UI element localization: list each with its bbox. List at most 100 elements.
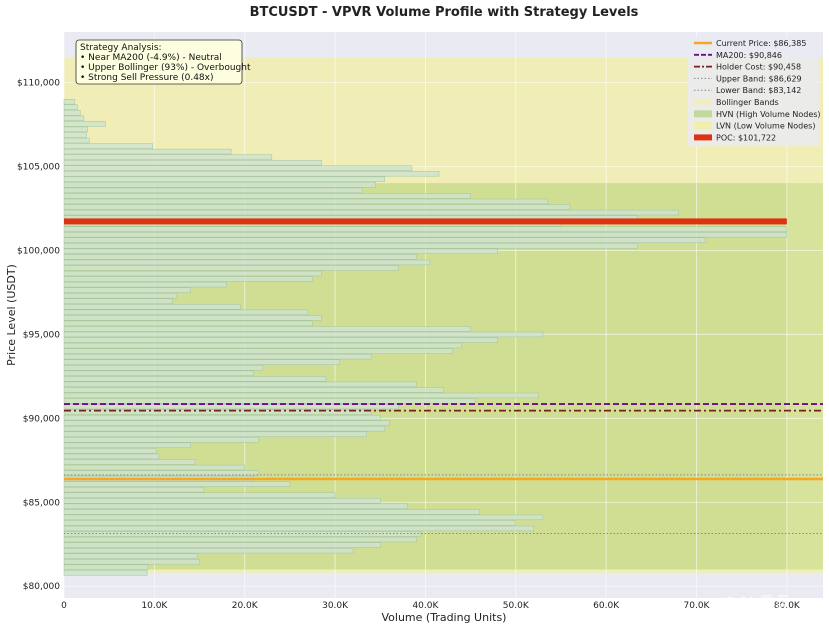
volume-bar-28 [63,414,381,421]
volume-bar-38 [63,359,340,365]
x-tick-label-7: 70.0K [684,601,711,611]
x-tick-label-2: 20.0K [232,601,259,611]
volume-bar-44 [63,326,471,332]
volume-bar-35 [63,376,327,382]
volume-bar-13 [63,498,381,504]
volume-bar-47 [63,309,309,316]
volume-bar-85 [63,99,76,105]
volume-bar-23 [63,442,191,449]
volume-bar-74 [63,159,322,166]
volume-bar-42 [63,337,498,343]
volume-bar-36 [63,370,254,376]
lvn-zone-1 [64,569,823,573]
volume-bar-84 [63,104,78,110]
volume-bar-61 [63,232,788,238]
volume-bar-15 [63,486,205,493]
volume-bar-51 [63,287,191,293]
volume-bar-29 [63,409,372,415]
x-tick-label-4: 40.0K [412,601,439,611]
y-axis-ticks: $80,000 $85,000 $90,000 $95,000 $100,000 $105… [17,78,60,592]
volume-bar-8 [63,525,535,532]
legend-swatch-bollinger [694,98,712,106]
volume-bar-3 [63,553,198,559]
strategy-levels [64,218,823,534]
volume-bar-6 [63,536,417,543]
volume-bar-0 [63,570,148,576]
legend-label-ma200: MA200: $90,846 [716,51,782,60]
legend-label-holder: Holder Cost: $90,458 [716,63,801,72]
y-tick-label-4: $100,000 [17,246,60,256]
y-tick-label-6: $110,000 [17,78,60,88]
y-tick-label-5: $105,000 [17,162,60,172]
legend-label-lower: Lower Band: $83,142 [716,86,801,95]
volume-bar-33 [63,387,444,393]
volume-bar-54 [63,270,322,277]
volume-bar-2 [63,559,200,565]
volume-bar-53 [63,276,313,282]
volume-bar-1 [63,564,149,570]
volume-bar-19 [63,464,245,471]
volume-bar-39 [63,353,372,360]
x-tick-label-1: 10.0K [141,601,168,611]
legend-label-poc: POC: $101,722 [716,133,776,142]
volume-bar-11 [63,509,480,515]
legend: Current Price: $86,385 MA200: $90,846 Hold… [688,36,821,146]
volume-bar-78 [63,137,90,144]
volume-bar-16 [63,481,291,487]
volume-bar-83 [63,110,81,116]
volume-bar-65 [63,209,679,216]
volume-bar-49 [63,298,173,304]
annotation-title: Strategy Analysis: [80,43,162,53]
volume-bar-41 [63,342,462,349]
volume-bar-34 [63,381,417,388]
y-tick-label-3: $95,000 [23,330,60,340]
annotation-line-1: • Near MA200 (-4.9%) - Neutral [80,53,222,63]
volume-bar-24 [63,437,259,443]
volume-bar-25 [63,431,367,437]
volume-bar-73 [63,165,413,171]
volume-bar-48 [63,304,241,310]
legend-label-upper: Upper Band: $86,629 [716,74,802,83]
volume-bar-18 [63,470,259,476]
legend-label-current: Current Price: $86,385 [716,39,806,48]
volume-bar-67 [63,198,548,205]
volume-bar-20 [63,459,196,465]
volume-bar-72 [63,171,440,177]
volume-bar-46 [63,315,322,321]
x-tick-label-0: 0 [61,601,67,611]
volume-bar-58 [63,248,498,255]
volume-bar-75 [63,154,273,160]
volume-bar-37 [63,365,264,371]
y-axis-label: Price Level (USDT) [5,264,18,366]
volume-bar-59 [63,243,639,249]
volume-bar-69 [63,187,363,194]
legend-label-lvn: LVN (Low Volume Nodes) [716,122,815,131]
volume-bar-81 [63,121,106,127]
volume-bar-68 [63,193,471,199]
volume-bar-27 [63,420,390,426]
strategy-analysis-box: Strategy Analysis: • Near MA200 (-4.9%) … [75,39,251,85]
legend-swatch-poc [694,134,712,141]
x-tick-label-3: 30.0K [322,601,349,611]
volume-bar-62 [63,226,788,232]
volume-bar-40 [63,348,453,354]
annotation-line-3: • Strong Sell Pressure (0.48x) [80,73,214,83]
volume-bar-50 [63,292,178,299]
x-tick-label-8: 80.0K [774,601,801,611]
volume-bar-77 [63,143,153,149]
volume-bar-56 [63,259,431,266]
volume-bar-52 [63,281,227,288]
volume-bar-70 [63,182,376,188]
volume-bar-60 [63,237,706,243]
volume-bar-66 [63,204,571,210]
volume-bar-43 [63,331,544,338]
volume-bar-71 [63,176,386,182]
volume-bar-82 [63,115,85,122]
volume-bar-80 [63,126,88,133]
x-tick-label-6: 60.0K [593,601,620,611]
y-tick-label-1: $85,000 [23,498,60,508]
legend-label-bollinger: Bollinger Bands [716,98,779,107]
annotation-line-2: • Upper Bollinger (93%) - Overbought [80,63,251,73]
volume-bar-10 [63,514,544,521]
volume-bar-7 [63,531,422,537]
